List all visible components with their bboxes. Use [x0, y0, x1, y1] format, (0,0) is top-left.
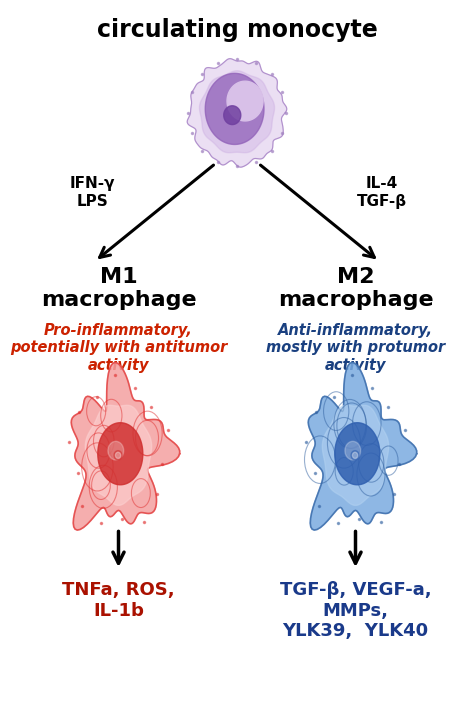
- Polygon shape: [335, 423, 380, 485]
- Polygon shape: [71, 362, 180, 530]
- Text: IFN-γ
LPS: IFN-γ LPS: [70, 176, 115, 208]
- Text: circulating monocyte: circulating monocyte: [97, 18, 377, 42]
- Polygon shape: [200, 70, 274, 152]
- Polygon shape: [351, 451, 359, 460]
- Polygon shape: [224, 106, 241, 125]
- Polygon shape: [345, 441, 361, 460]
- Polygon shape: [108, 441, 124, 460]
- Polygon shape: [308, 362, 417, 530]
- Text: M1
macrophage: M1 macrophage: [41, 267, 196, 311]
- Text: IL-4
TGF-β: IL-4 TGF-β: [356, 176, 407, 208]
- Text: TNFa, ROS,
IL-1b: TNFa, ROS, IL-1b: [62, 581, 175, 619]
- Polygon shape: [85, 405, 152, 505]
- Polygon shape: [322, 405, 389, 505]
- Text: TGF-β, VEGF-a,
MMPs,
YLK39,  YLK40: TGF-β, VEGF-a, MMPs, YLK39, YLK40: [280, 581, 431, 640]
- Polygon shape: [98, 423, 143, 485]
- Polygon shape: [115, 452, 121, 458]
- Text: Pro-inflammatory,
potentially with antitumor
activity: Pro-inflammatory, potentially with antit…: [10, 323, 227, 373]
- Text: Anti-inflammatory,
mostly with protumor
activity: Anti-inflammatory, mostly with protumor …: [266, 323, 445, 373]
- Polygon shape: [227, 81, 263, 121]
- Polygon shape: [352, 452, 358, 458]
- Polygon shape: [187, 59, 287, 167]
- Polygon shape: [205, 73, 264, 144]
- Polygon shape: [114, 451, 122, 460]
- Text: M2
macrophage: M2 macrophage: [278, 267, 433, 311]
